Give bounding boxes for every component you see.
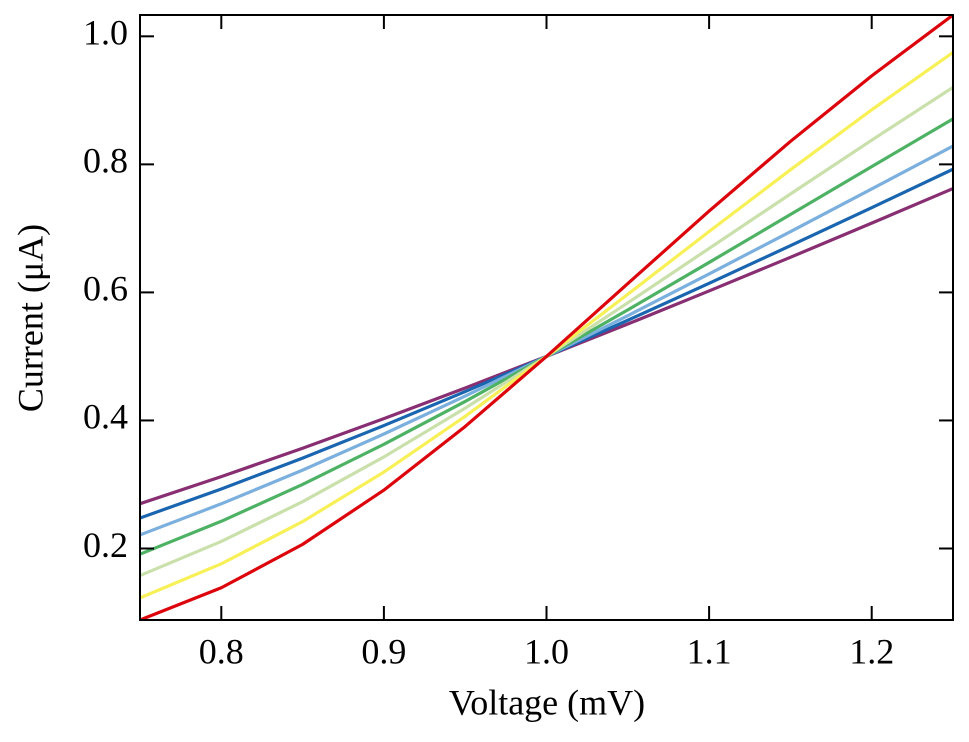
x-axis-label: Voltage (mV) <box>449 682 645 722</box>
x-tick-label: 1.1 <box>687 631 732 671</box>
y-tick-label: 0.4 <box>83 397 128 437</box>
y-tick-label: 0.6 <box>83 269 128 309</box>
x-tick-label: 1.2 <box>849 631 894 671</box>
line-series <box>140 51 953 600</box>
plot-frame <box>139 14 954 621</box>
y-axis-label: Current (μA) <box>10 224 50 412</box>
x-tick-label: 1.0 <box>524 631 569 671</box>
line-series <box>140 15 953 620</box>
x-tick-label: 0.9 <box>361 631 406 671</box>
x-tick-label: 0.8 <box>199 631 244 671</box>
line-series <box>140 144 953 537</box>
y-tick-label: 0.2 <box>83 525 128 565</box>
line-series <box>140 117 953 556</box>
y-tick-label: 0.8 <box>83 141 128 181</box>
line-series <box>140 187 953 506</box>
line-series <box>140 167 953 520</box>
y-tick-label: 1.0 <box>83 13 128 53</box>
